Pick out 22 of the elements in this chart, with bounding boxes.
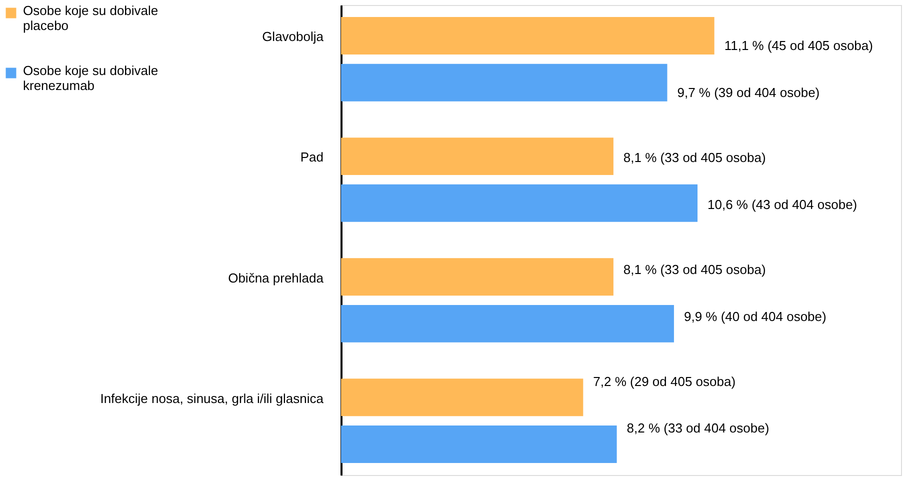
- data-label: 8,1 % (33 od 405 osoba): [623, 262, 766, 277]
- bar: [341, 138, 614, 176]
- bar: [341, 425, 617, 463]
- data-label: 9,9 % (40 od 404 osobe): [684, 308, 826, 324]
- y-tick-label: Pad: [300, 150, 324, 165]
- y-tick-label: Obična prehlada: [228, 270, 324, 286]
- bar: [341, 258, 614, 296]
- data-label: 11,1 % (45 od 405 osoba): [724, 38, 873, 54]
- data-label: 8,2 % (33 od 404 osobe): [626, 420, 770, 436]
- data-label: 9,7 % (39 od 404 osobe): [677, 84, 820, 100]
- data-label: 8,1 % (33 od 405 osoba): [623, 150, 766, 166]
- legend-label: Osobe koje su dobivale placebo: [23, 3, 158, 33]
- bar: [341, 17, 714, 55]
- bar: [341, 184, 698, 222]
- data-label: 10,6 % (43 od 404 osobe): [708, 196, 858, 212]
- bar: [341, 378, 584, 416]
- data-label: 7,2 % (29 od 405 osoba): [593, 374, 736, 389]
- y-tick-label: Glavobolja: [262, 29, 324, 44]
- bar: [341, 64, 668, 102]
- bar: [341, 304, 674, 342]
- legend-label: Osobe koje su dobivale krenezumab: [23, 63, 158, 93]
- y-tick-label: Infekcije nosa, sinusa, grla i/ili glasnica: [100, 390, 324, 406]
